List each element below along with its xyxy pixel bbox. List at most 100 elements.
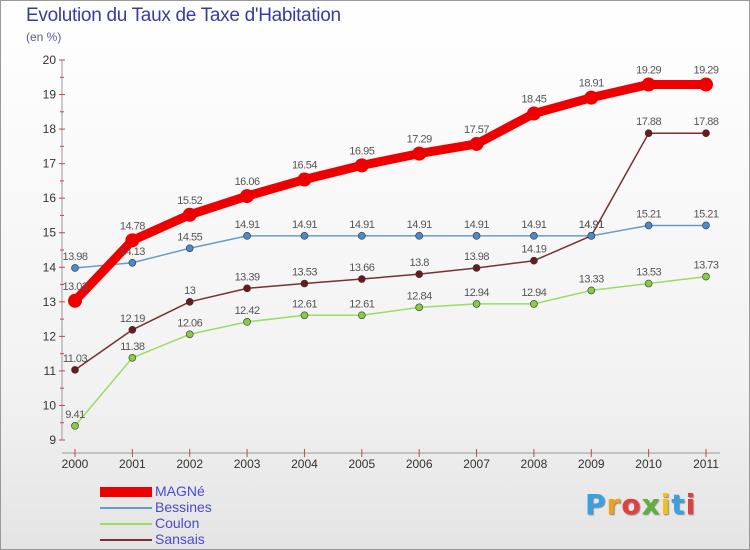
data-label: 13.66 bbox=[349, 262, 374, 274]
y-tick-label: 14 bbox=[43, 260, 57, 274]
legend-swatch bbox=[100, 487, 152, 497]
data-label: 14.91 bbox=[521, 219, 546, 231]
y-tick-label: 13 bbox=[43, 295, 57, 309]
data-point bbox=[71, 366, 79, 374]
chart-subtitle: (en %) bbox=[26, 30, 62, 44]
data-point bbox=[530, 232, 538, 240]
data-label: 11.03 bbox=[63, 353, 88, 365]
data-label: 14.91 bbox=[579, 219, 604, 231]
y-tick-label: 16 bbox=[43, 191, 57, 205]
legend-label: Bessines bbox=[155, 499, 212, 515]
data-point bbox=[530, 256, 538, 265]
series-line-sansais bbox=[74, 132, 707, 371]
data-point bbox=[415, 232, 423, 240]
series-line-coulon bbox=[74, 275, 707, 427]
data-label: 17.29 bbox=[407, 134, 432, 146]
data-point bbox=[185, 244, 194, 253]
x-tick-label: 2001 bbox=[119, 457, 146, 471]
y-tick-label: 15 bbox=[43, 226, 57, 240]
data-label: 16.95 bbox=[349, 145, 374, 157]
data-point bbox=[530, 300, 538, 308]
data-label: 14.91 bbox=[407, 219, 432, 231]
data-point bbox=[526, 106, 541, 121]
data-point bbox=[71, 264, 79, 272]
data-label: 19.29 bbox=[636, 65, 661, 77]
data-point bbox=[472, 264, 481, 272]
data-label: 13.39 bbox=[235, 271, 260, 283]
data-point bbox=[128, 325, 137, 334]
proxiti-logo: Proxiti bbox=[585, 488, 697, 521]
data-label: 13.53 bbox=[292, 267, 317, 279]
y-tick-label: 11 bbox=[44, 364, 57, 378]
data-label: 15.52 bbox=[177, 195, 202, 207]
data-label: 13 bbox=[184, 285, 196, 297]
data-label: 14.91 bbox=[349, 219, 374, 231]
data-point bbox=[182, 207, 197, 222]
data-point bbox=[243, 232, 251, 240]
legend-label: Coulon bbox=[155, 515, 200, 531]
data-label: 12.94 bbox=[464, 287, 489, 299]
legend-label: MAGNé bbox=[155, 483, 205, 499]
data-label: 11.38 bbox=[120, 341, 145, 353]
x-tick-label: 2008 bbox=[521, 457, 548, 471]
y-tick-label: 12 bbox=[43, 329, 57, 343]
data-point bbox=[644, 221, 653, 230]
data-point bbox=[300, 232, 309, 240]
data-label: 9.41 bbox=[65, 409, 85, 421]
series-line-magné bbox=[70, 80, 711, 306]
x-tick-label: 2000 bbox=[62, 457, 89, 471]
data-point bbox=[415, 303, 423, 312]
data-point bbox=[125, 233, 140, 248]
data-label: 18.91 bbox=[579, 78, 604, 90]
data-label: 14.55 bbox=[177, 231, 202, 243]
data-label: 12.84 bbox=[407, 290, 432, 302]
data-point bbox=[702, 221, 710, 230]
data-label: 16.54 bbox=[292, 160, 317, 172]
data-label: 16.06 bbox=[235, 176, 260, 188]
y-tick-label: 18 bbox=[43, 122, 57, 136]
data-point bbox=[644, 279, 653, 288]
data-label: 12.94 bbox=[521, 287, 546, 299]
data-point bbox=[243, 318, 251, 326]
data-label: 14.13 bbox=[120, 246, 145, 258]
data-label: 14.78 bbox=[120, 220, 145, 232]
data-label: 12.42 bbox=[235, 305, 260, 317]
data-point bbox=[472, 232, 481, 240]
data-label: 19.29 bbox=[693, 65, 718, 77]
data-point bbox=[68, 293, 82, 308]
data-point bbox=[300, 279, 309, 288]
data-label: 17.57 bbox=[464, 124, 489, 136]
x-tick-label: 2011 bbox=[693, 457, 719, 471]
data-point bbox=[472, 300, 481, 308]
legend-swatch bbox=[100, 539, 152, 541]
x-tick-label: 2007 bbox=[463, 457, 490, 471]
data-label: 14.91 bbox=[464, 219, 489, 231]
data-point bbox=[641, 77, 656, 92]
data-label: 15.21 bbox=[693, 208, 718, 220]
data-point bbox=[71, 422, 79, 430]
data-label: 14.19 bbox=[521, 244, 546, 256]
data-label: 12.06 bbox=[177, 317, 202, 329]
y-tick-label: 17 bbox=[43, 157, 57, 171]
legend-swatch bbox=[100, 507, 152, 509]
data-label: 14.91 bbox=[292, 219, 317, 231]
data-point bbox=[185, 298, 194, 306]
x-tick-label: 2009 bbox=[578, 457, 605, 471]
data-label: 12.61 bbox=[292, 298, 317, 310]
data-point bbox=[128, 258, 137, 267]
data-point bbox=[243, 284, 251, 293]
x-tick-label: 2006 bbox=[406, 457, 433, 471]
data-point bbox=[699, 77, 713, 92]
data-point bbox=[354, 158, 369, 173]
legend-swatch bbox=[100, 523, 152, 525]
data-point bbox=[358, 232, 366, 240]
data-point bbox=[584, 90, 599, 105]
data-point bbox=[415, 270, 423, 278]
x-tick-label: 2010 bbox=[635, 457, 662, 471]
data-label: 12.19 bbox=[120, 313, 145, 325]
data-point bbox=[128, 353, 137, 362]
data-label: 14.91 bbox=[235, 219, 260, 231]
data-label: 13.98 bbox=[62, 251, 87, 263]
data-label: 18.45 bbox=[521, 94, 546, 106]
data-label: 13.73 bbox=[693, 260, 718, 272]
